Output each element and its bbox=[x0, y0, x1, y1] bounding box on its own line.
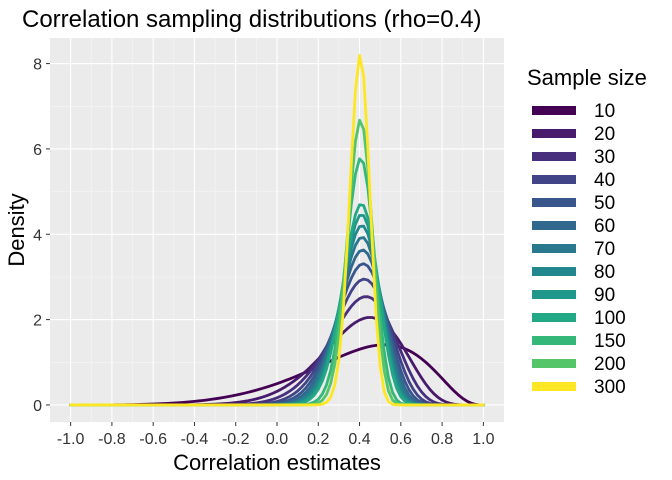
series-lines bbox=[69, 54, 485, 407]
x-tick-label: 1.0 bbox=[472, 431, 494, 448]
legend: Sample size 1020304050607080901001502003… bbox=[527, 65, 647, 398]
legend-key-n80 bbox=[532, 267, 576, 276]
x-tick-label: 0.4 bbox=[348, 431, 370, 448]
legend-key-n20 bbox=[532, 129, 576, 138]
legend-key-n40 bbox=[532, 175, 576, 184]
y-tick-label: 2 bbox=[33, 313, 42, 330]
legend-label-n20: 20 bbox=[594, 124, 615, 145]
legend-label-n10: 10 bbox=[594, 101, 615, 122]
legend-label-n300: 300 bbox=[594, 377, 626, 398]
legend-label-n100: 100 bbox=[594, 308, 626, 329]
legend-key-n60 bbox=[532, 221, 576, 230]
x-tick-label: -0.8 bbox=[98, 431, 126, 448]
chart-title: Correlation sampling distributions (rho=… bbox=[22, 6, 482, 33]
legend-label-n70: 70 bbox=[594, 239, 615, 260]
y-tick-label: 6 bbox=[33, 142, 42, 159]
legend-key-n10 bbox=[532, 106, 576, 115]
legend-key-n30 bbox=[532, 152, 576, 161]
legend-key-n150 bbox=[532, 336, 576, 345]
legend-label-n200: 200 bbox=[594, 354, 626, 375]
y-axis-title: Density bbox=[4, 193, 29, 266]
legend-key-n300 bbox=[532, 382, 576, 391]
y-tick-label: 4 bbox=[33, 227, 42, 244]
legend-key-n90 bbox=[532, 290, 576, 299]
legend-label-n150: 150 bbox=[594, 331, 626, 352]
x-tick-label: 0.2 bbox=[307, 431, 329, 448]
x-tick-label: -1.0 bbox=[57, 431, 85, 448]
legend-key-n50 bbox=[532, 198, 576, 207]
legend-label-n40: 40 bbox=[594, 170, 615, 191]
series-line-n300 bbox=[69, 54, 485, 407]
x-tick-label: 0.8 bbox=[431, 431, 453, 448]
legend-label-n30: 30 bbox=[594, 147, 615, 168]
x-tick-label: 0.0 bbox=[266, 431, 288, 448]
legend-label-n80: 80 bbox=[594, 262, 615, 283]
x-axis: -1.0 -0.8 -0.6 -0.4 -0.2 0.0 0.2 0.4 0.6 0.8 1.0 bbox=[57, 422, 495, 448]
legend-label-n60: 60 bbox=[594, 216, 615, 237]
legend-label-n90: 90 bbox=[594, 285, 615, 306]
legend-key-n100 bbox=[532, 313, 576, 322]
legend-title: Sample size bbox=[527, 65, 647, 90]
legend-key-n200 bbox=[532, 359, 576, 368]
y-tick-label: 8 bbox=[33, 57, 42, 74]
legend-key-n70 bbox=[532, 244, 576, 253]
y-tick-label: 0 bbox=[33, 398, 42, 415]
y-axis: 0 2 4 6 8 bbox=[33, 57, 50, 415]
legend-label-n50: 50 bbox=[594, 193, 615, 214]
x-tick-label: 0.6 bbox=[390, 431, 412, 448]
x-tick-label: -0.6 bbox=[139, 431, 167, 448]
x-tick-label: -0.4 bbox=[181, 431, 209, 448]
x-tick-label: -0.2 bbox=[222, 431, 250, 448]
x-axis-title: Correlation estimates bbox=[173, 450, 381, 475]
